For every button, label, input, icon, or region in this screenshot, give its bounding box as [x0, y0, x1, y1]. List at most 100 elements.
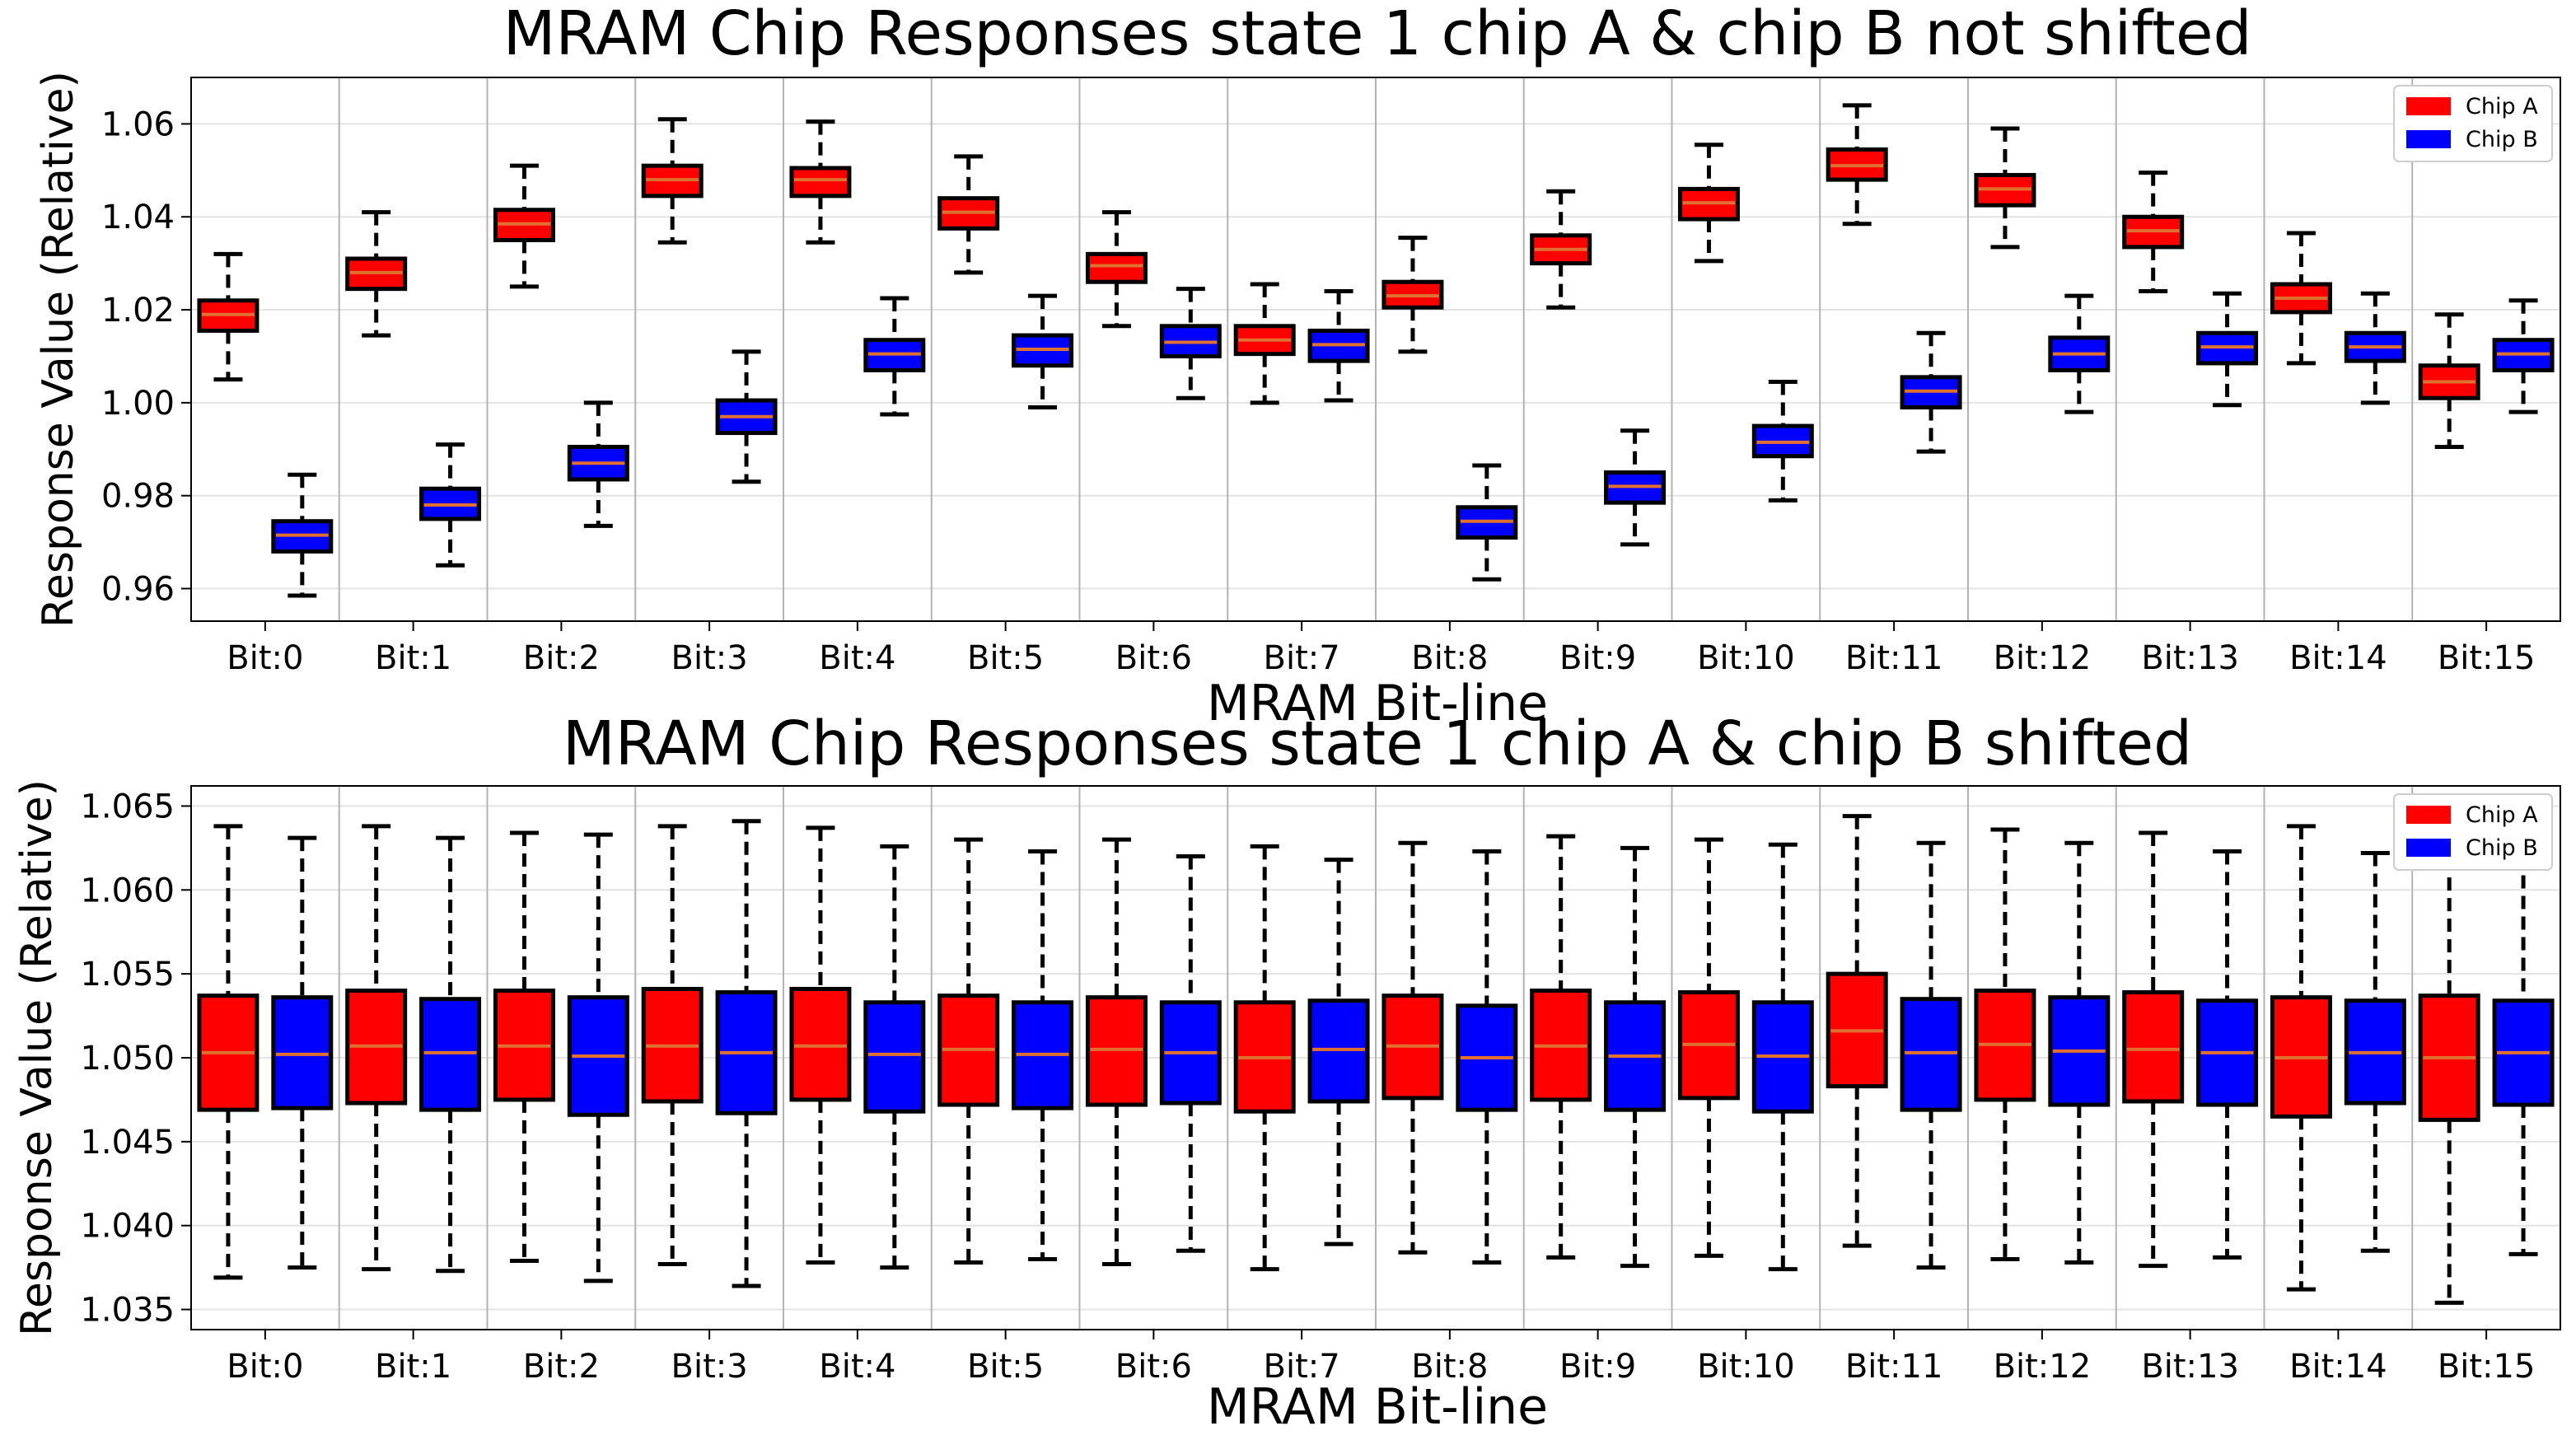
box-chip-b: [863, 296, 926, 417]
box-chip-b: [2048, 293, 2111, 414]
box-chip-a: [2122, 830, 2185, 1269]
box-body: [1085, 995, 1148, 1107]
x-tick-label: Bit:15: [2438, 639, 2536, 677]
box-chip-b: [1159, 287, 1222, 400]
legend-label-chip-a: Chip A: [2466, 94, 2538, 119]
box-chip-b: [1012, 849, 1074, 1261]
legend: Chip A Chip B: [2393, 85, 2553, 162]
box-chip-b: [567, 832, 629, 1283]
chart-title: MRAM Chip Responses state 1 chip A & chi…: [503, 0, 2252, 69]
box-body: [1307, 998, 1370, 1104]
box-chip-a: [493, 830, 555, 1263]
legend-swatch-chip-a: [2406, 806, 2451, 824]
box-chip-a: [1233, 844, 1296, 1272]
x-tick-label: Bit:3: [671, 1348, 748, 1386]
box-chip-a: [2270, 231, 2332, 366]
y-axis-label: Response Value (Relative): [12, 779, 62, 1336]
box-chip-b: [2048, 840, 2111, 1265]
x-tick-label: Bit:1: [375, 1348, 451, 1386]
box-chip-a: [1233, 282, 1296, 405]
x-tick-label: Bit:1: [375, 639, 451, 677]
box-chip-a: [789, 119, 852, 245]
y-tick-label: 1.02: [101, 292, 175, 330]
box-chip-a: [197, 251, 259, 382]
box-chip-a: [1974, 827, 2036, 1261]
x-tick-label: Bit:14: [2289, 1348, 2387, 1386]
x-tick-label: Bit:0: [227, 639, 303, 677]
y-tick-label: 1.045: [80, 1124, 175, 1162]
x-tick-label: Bit:2: [523, 639, 600, 677]
box-chip-b: [2196, 849, 2259, 1260]
box-chip-a: [1677, 143, 1740, 264]
x-tick-label: Bit:6: [1115, 639, 1192, 677]
x-tick-label: Bit:4: [819, 1348, 895, 1386]
box-body: [2122, 990, 2185, 1104]
x-tick-label: Bit:8: [1411, 1348, 1488, 1386]
x-tick-label: Bit:12: [1994, 1348, 2092, 1386]
legend-swatch-chip-a: [2406, 97, 2451, 115]
x-tick-label: Bit:12: [1994, 639, 2092, 677]
x-tick-label: Bit:13: [2141, 1348, 2239, 1386]
box-plots: [197, 814, 2555, 1305]
y-tick-label: 1.065: [80, 788, 175, 825]
box-chip-b: [715, 349, 778, 484]
bit-separators: [338, 786, 2414, 1330]
y-tick-label: 1.04: [101, 199, 175, 236]
box-chip-a: [641, 824, 704, 1267]
box-chip-a: [789, 825, 852, 1265]
chart-not-shifted: MRAM Chip Responses state 1 chip A & chi…: [34, 0, 2561, 732]
chart-shifted: MRAM Chip Responses state 1 chip A & chi…: [12, 708, 2561, 1436]
box-chip-a: [2122, 171, 2185, 293]
x-tick-label: Bit:9: [1559, 1348, 1636, 1386]
y-axis-ticks: 1.035 1.040 1.045 1.050 1.055 1.060 1.065: [80, 788, 191, 1330]
chart-title: MRAM Chip Responses state 1 chip A & chi…: [563, 708, 2192, 779]
x-tick-label: Bit:5: [967, 1348, 1044, 1386]
box-body: [1900, 997, 1962, 1112]
box-chip-b: [271, 835, 334, 1270]
box-chip-b: [419, 442, 482, 568]
box-chip-a: [1826, 814, 1888, 1248]
box-chip-b: [271, 472, 334, 598]
box-chip-a: [1382, 236, 1444, 354]
x-tick-label: Bit:2: [523, 1348, 600, 1386]
y-axis-ticks: 0.96 0.98 1.00 1.02 1.04 1.06: [101, 105, 191, 609]
box-body: [789, 166, 852, 199]
x-tick-label: Bit:6: [1115, 1348, 1192, 1386]
box-body: [419, 997, 482, 1112]
box-chip-a: [1530, 834, 1592, 1260]
bit-separators: [338, 77, 2414, 621]
box-chip-a: [1826, 103, 1888, 227]
box-chip-a: [2418, 834, 2480, 1305]
box-chip-b: [1307, 858, 1370, 1246]
box-chip-b: [419, 835, 482, 1274]
plot-frame: [190, 77, 2561, 622]
legend-swatch-chip-b: [2406, 130, 2451, 148]
x-tick-label: Bit:11: [1845, 1348, 1943, 1386]
box-chip-b: [1751, 842, 1814, 1272]
box-chip-a: [345, 824, 408, 1272]
box-chip-a: [937, 154, 1000, 275]
y-tick-label: 1.050: [80, 1040, 175, 1078]
box-chip-a: [641, 117, 704, 245]
x-tick-label: Bit:7: [1264, 639, 1340, 677]
box-chip-b: [2492, 298, 2555, 414]
legend-swatch-chip-b: [2406, 839, 2451, 857]
box-chip-b: [715, 819, 778, 1288]
box-body: [271, 995, 334, 1110]
x-axis-label: MRAM Bit-line: [1207, 1378, 1548, 1436]
box-chip-b: [1604, 428, 1667, 547]
box-chip-b: [1751, 379, 1814, 503]
y-tick-label: 1.060: [80, 872, 175, 909]
box-chip-a: [493, 163, 555, 289]
y-axis-label: Response Value (Relative): [34, 71, 83, 628]
x-axis-ticks: Bit:0 Bit:1 Bit:2 Bit:3 Bit:4 Bit:5 Bit:6 Bit:7…: [227, 621, 2535, 677]
y-tick-label: 1.040: [80, 1208, 175, 1246]
box-chip-b: [2344, 291, 2406, 405]
box-chip-a: [197, 824, 259, 1280]
box-chip-a: [2270, 824, 2332, 1292]
legend-label-chip-b: Chip B: [2466, 127, 2538, 152]
x-tick-label: Bit:9: [1559, 639, 1636, 677]
box-chip-b: [1159, 854, 1222, 1253]
box-plots: [197, 103, 2555, 598]
